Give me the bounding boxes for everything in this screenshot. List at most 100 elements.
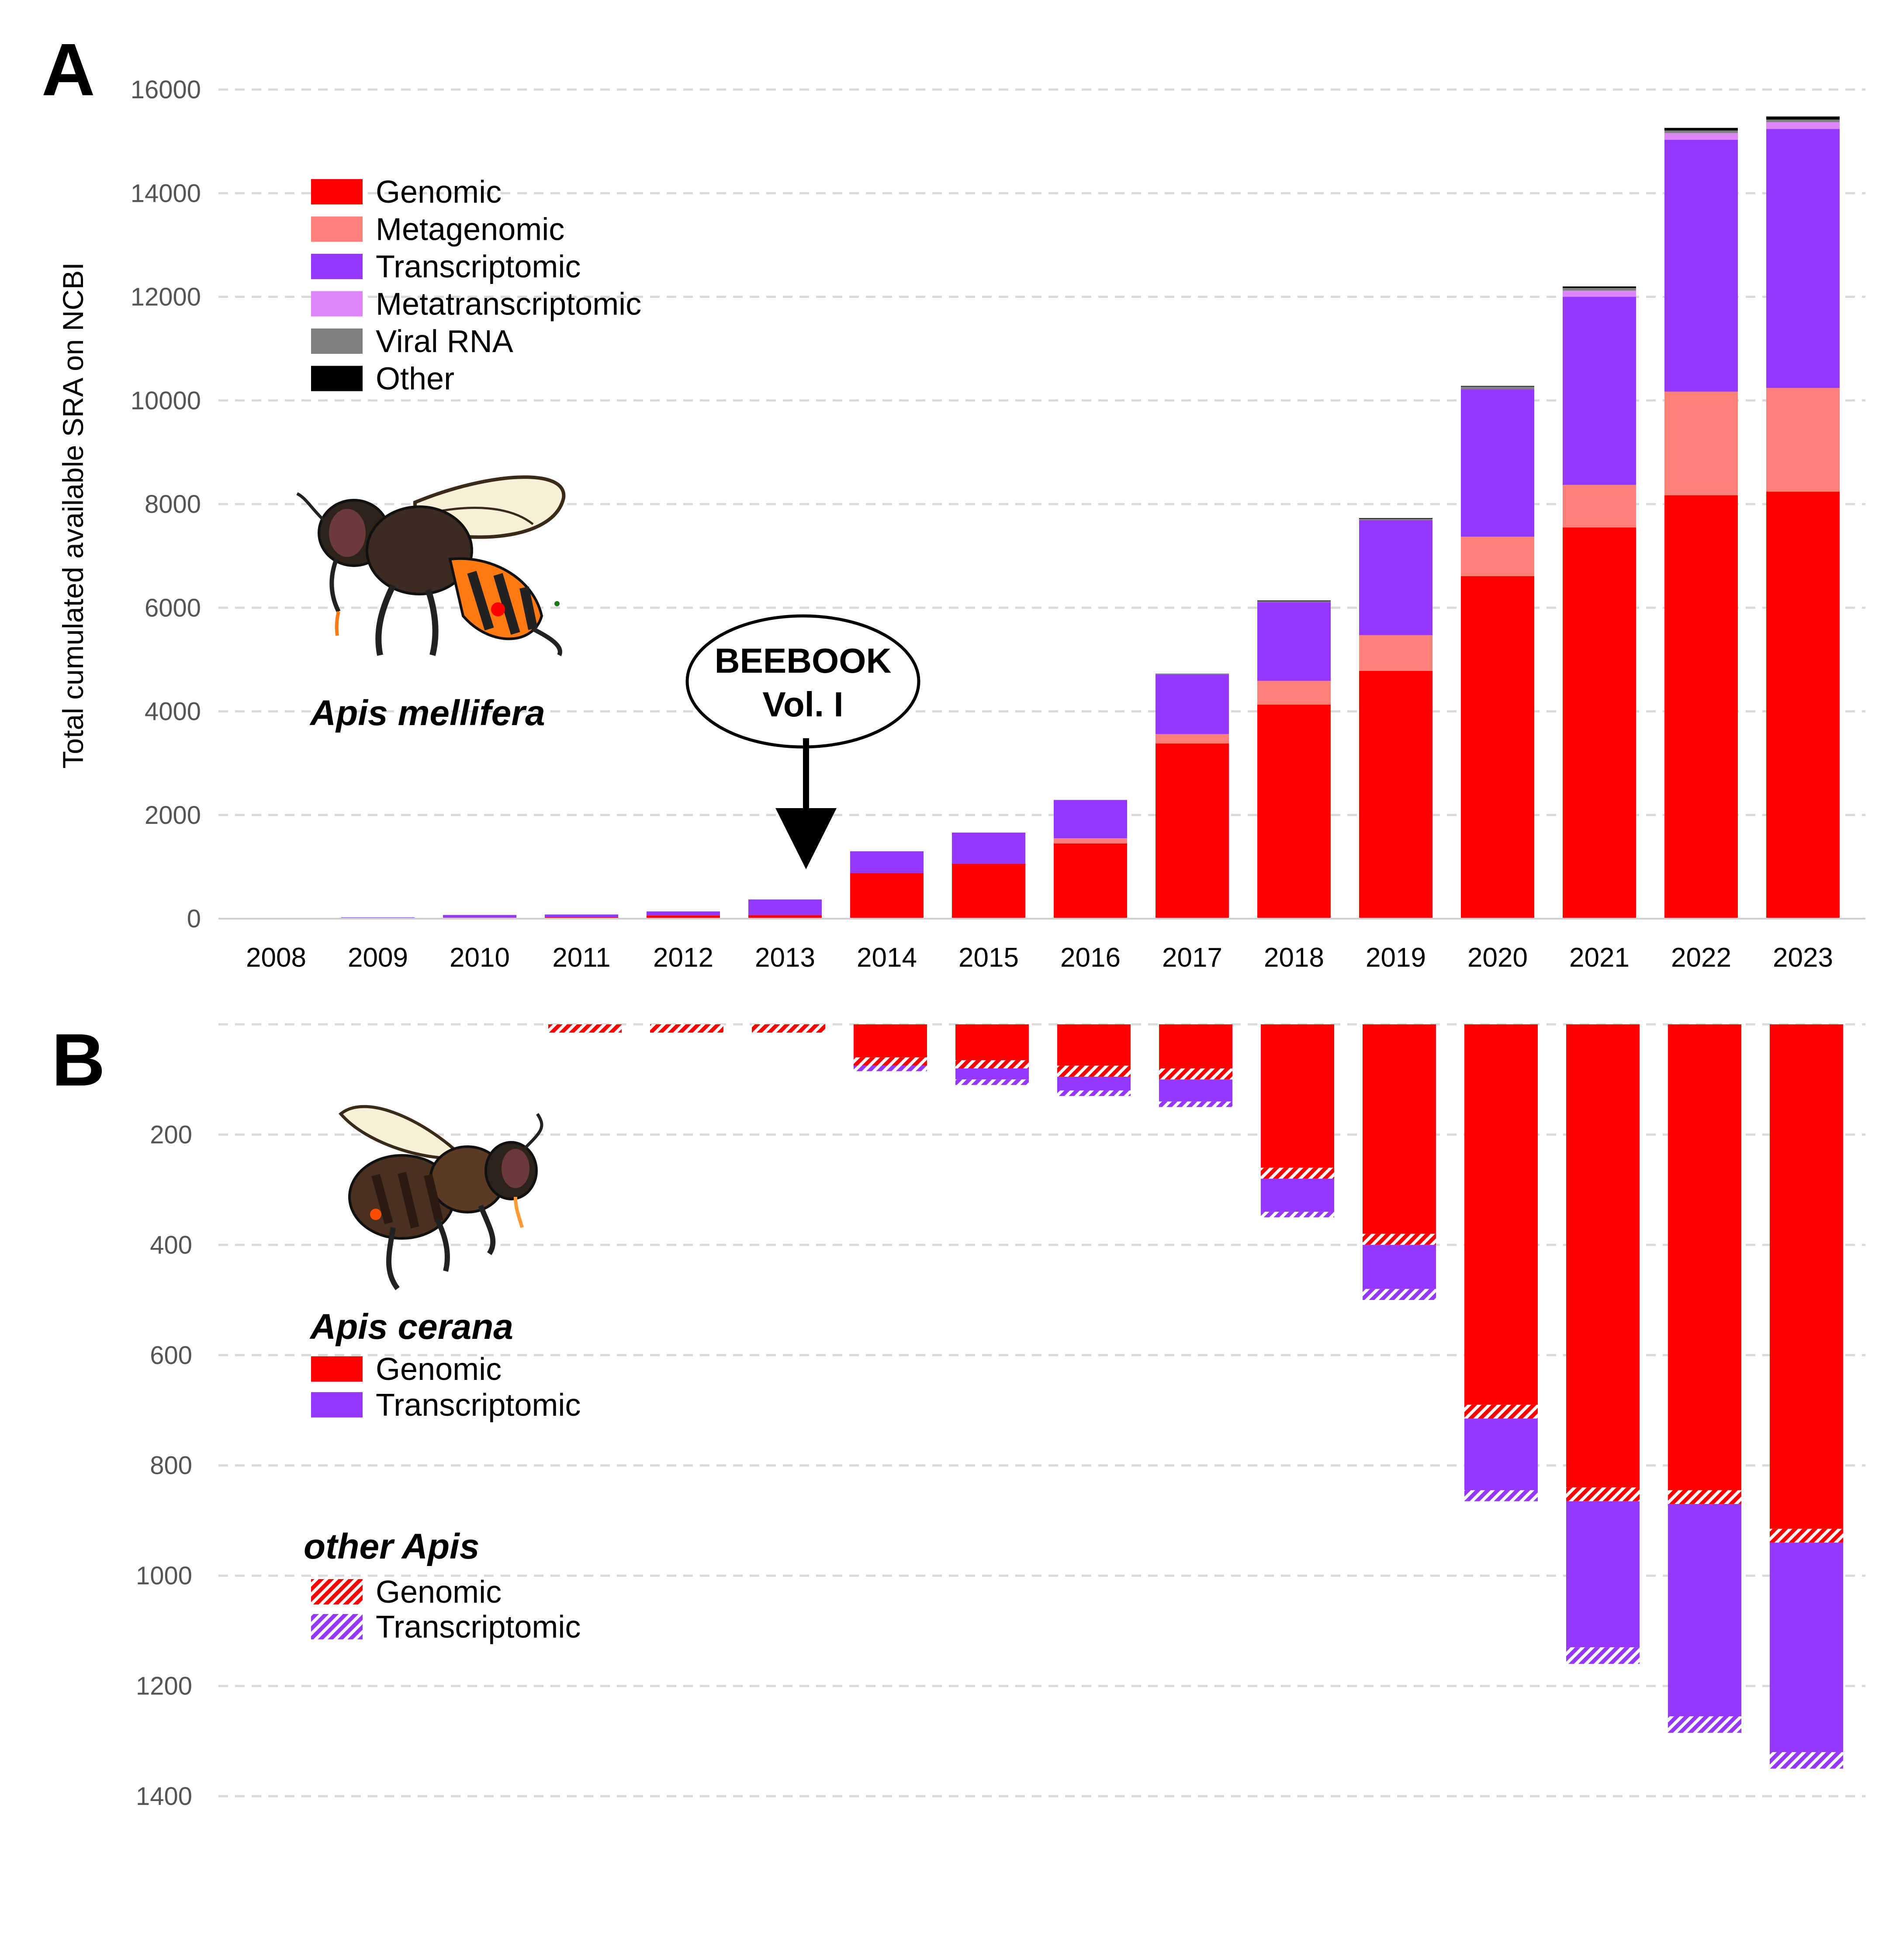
x-tick-labels: 2008 2009 2010 2011 2012 2013 2014 2015 2016 2017… bbox=[246, 943, 1833, 973]
bar-b-2022-apis-cerana-genomic bbox=[1668, 1024, 1741, 1490]
x-tick-2012: 2012 bbox=[653, 943, 713, 973]
y-tick-a-2000: 2000 bbox=[145, 801, 201, 830]
species-label-apis-cerana: Apis cerana bbox=[309, 1307, 513, 1347]
bar-b-2021-apis-cerana-transcriptomic bbox=[1566, 1501, 1640, 1648]
bar-a-2016-transcriptomic bbox=[1054, 800, 1127, 839]
legend-swatch-other bbox=[311, 366, 363, 391]
bar-b-2019-apis-cerana-genomic bbox=[1363, 1024, 1436, 1234]
bar-a-2021-metagenomic bbox=[1563, 485, 1636, 528]
y-tick-a-16000: 16000 bbox=[131, 76, 201, 104]
bar-b-2023-other-apis-transcriptomic bbox=[1770, 1752, 1843, 1769]
bar-a-2015-genomic bbox=[952, 864, 1025, 919]
bar-b-2015-other-apis-transcriptomic bbox=[955, 1079, 1029, 1085]
x-tick-2011: 2011 bbox=[552, 943, 610, 973]
legend-label-viral-rna: Viral RNA bbox=[376, 324, 513, 359]
bar-a-2016-genomic bbox=[1054, 843, 1127, 919]
legend-swatch-metagenomic bbox=[311, 216, 363, 242]
bar-b-2018-other-apis-transcriptomic bbox=[1261, 1212, 1334, 1217]
bar-b-2023-apis-cerana-transcriptomic bbox=[1770, 1542, 1843, 1753]
bar-b-2018-apis-cerana-genomic bbox=[1261, 1024, 1334, 1168]
legend-label-transcriptomic: Transcriptomic bbox=[376, 1388, 581, 1423]
y-tick-b-600: 600 bbox=[150, 1341, 192, 1369]
bar-a-2012-transcriptomic bbox=[647, 911, 720, 916]
bar-a-2018-viral-rna bbox=[1257, 601, 1331, 602]
bar-a-2021-other bbox=[1563, 286, 1636, 288]
legend-swatch-genomic bbox=[311, 179, 363, 204]
species-label-other-apis: other Apis bbox=[304, 1527, 479, 1566]
bar-a-2020-other bbox=[1461, 386, 1534, 387]
bar-b-2020-other-apis-genomic bbox=[1464, 1404, 1538, 1419]
y-tick-b-1200: 1200 bbox=[136, 1672, 192, 1701]
bar-b-2021-other-apis-genomic bbox=[1566, 1487, 1640, 1501]
legend-swatch-genomic bbox=[311, 1579, 363, 1604]
bar-a-2022-metatranscriptomic bbox=[1664, 133, 1738, 140]
bar-a-2020-genomic bbox=[1461, 576, 1534, 919]
x-tick-2014: 2014 bbox=[857, 943, 917, 973]
bar-a-2023-genomic bbox=[1766, 491, 1840, 919]
bar-a-2019-viral-rna bbox=[1359, 519, 1432, 520]
bar-b-2016-apis-cerana-transcriptomic bbox=[1057, 1076, 1131, 1091]
x-tick-2022: 2022 bbox=[1671, 943, 1731, 973]
bar-a-2023-metagenomic bbox=[1766, 388, 1840, 492]
x-tick-2008: 2008 bbox=[246, 943, 306, 973]
bar-b-2014-other-apis-genomic bbox=[854, 1057, 927, 1066]
bar-b-2016-other-apis-genomic bbox=[1057, 1065, 1131, 1077]
bar-b-2012-other-apis-genomic bbox=[650, 1024, 723, 1033]
bar-b-2011-other-apis-genomic bbox=[548, 1024, 622, 1033]
bar-a-2015-transcriptomic bbox=[952, 833, 1025, 864]
bar-a-2020-viral-rna bbox=[1461, 386, 1534, 389]
bar-a-2017-genomic bbox=[1156, 743, 1229, 919]
legend-label-genomic: Genomic bbox=[376, 1575, 502, 1610]
bar-a-2023-metatranscriptomic bbox=[1766, 122, 1840, 129]
bar-a-2018-transcriptomic bbox=[1257, 602, 1331, 681]
x-tick-2016: 2016 bbox=[1060, 943, 1121, 973]
bar-a-2019-transcriptomic bbox=[1359, 520, 1432, 636]
bar-a-2014-genomic bbox=[850, 873, 924, 919]
bar-a-2016-metagenomic bbox=[1054, 838, 1127, 843]
bar-b-2014-other-apis-transcriptomic bbox=[854, 1065, 927, 1072]
y-tick-b-200: 200 bbox=[150, 1120, 192, 1149]
legend-swatch-metatranscriptomic bbox=[311, 291, 363, 317]
bar-b-2022-apis-cerana-transcriptomic bbox=[1668, 1504, 1741, 1716]
bar-b-2017-apis-cerana-genomic bbox=[1159, 1024, 1232, 1068]
bar-a-2017-transcriptomic bbox=[1156, 674, 1229, 734]
bar-a-2009-transcriptomic bbox=[341, 917, 415, 918]
legend-label-other: Other bbox=[376, 362, 454, 397]
panel-b-bars bbox=[548, 1024, 1843, 1769]
legend-label-transcriptomic: Transcriptomic bbox=[376, 1610, 581, 1645]
x-tick-2021: 2021 bbox=[1569, 943, 1630, 973]
bar-a-2022-viral-rna bbox=[1664, 130, 1738, 133]
bar-a-2018-genomic bbox=[1257, 705, 1331, 919]
legend-apis-mellifera: GenomicMetagenomicTranscriptomicMetatran… bbox=[311, 175, 641, 397]
bar-a-2021-transcriptomic bbox=[1563, 297, 1636, 485]
bar-a-2010-transcriptomic bbox=[443, 915, 516, 918]
panel-b-label: B bbox=[52, 1019, 105, 1102]
bar-a-2021-genomic bbox=[1563, 527, 1636, 919]
bar-b-2022-other-apis-transcriptomic bbox=[1668, 1716, 1741, 1733]
callout-line1: BEEBOOK bbox=[715, 641, 892, 680]
callout-bubble bbox=[685, 614, 920, 749]
legend-swatch-genomic bbox=[311, 1356, 363, 1382]
bar-b-2019-other-apis-transcriptomic bbox=[1363, 1289, 1436, 1300]
callout-line2: Vol. I bbox=[762, 685, 843, 724]
beebook-callout: BEEBOOK Vol. I bbox=[685, 614, 920, 869]
bar-b-2013-other-apis-genomic bbox=[752, 1024, 825, 1033]
bar-b-2017-other-apis-genomic bbox=[1159, 1068, 1232, 1080]
legend-label-genomic: Genomic bbox=[376, 1352, 502, 1387]
bar-a-2020-transcriptomic bbox=[1461, 389, 1534, 537]
panel-a-label: A bbox=[42, 28, 95, 111]
bar-a-2013-genomic bbox=[748, 915, 822, 919]
x-tick-2015: 2015 bbox=[958, 943, 1019, 973]
bar-a-2021-viral-rna bbox=[1563, 288, 1636, 291]
bar-b-2020-apis-cerana-genomic bbox=[1464, 1024, 1538, 1405]
x-tick-2019: 2019 bbox=[1366, 943, 1426, 973]
x-tick-2009: 2009 bbox=[348, 943, 408, 973]
bar-b-2020-apis-cerana-transcriptomic bbox=[1464, 1418, 1538, 1490]
bar-a-2023-other bbox=[1766, 116, 1840, 120]
bar-b-2015-other-apis-genomic bbox=[955, 1060, 1029, 1068]
y-tick-a-14000: 14000 bbox=[131, 179, 201, 207]
species-label-apis-mellifera: Apis mellifera bbox=[309, 693, 545, 733]
y-tick-a-8000: 8000 bbox=[145, 490, 201, 519]
